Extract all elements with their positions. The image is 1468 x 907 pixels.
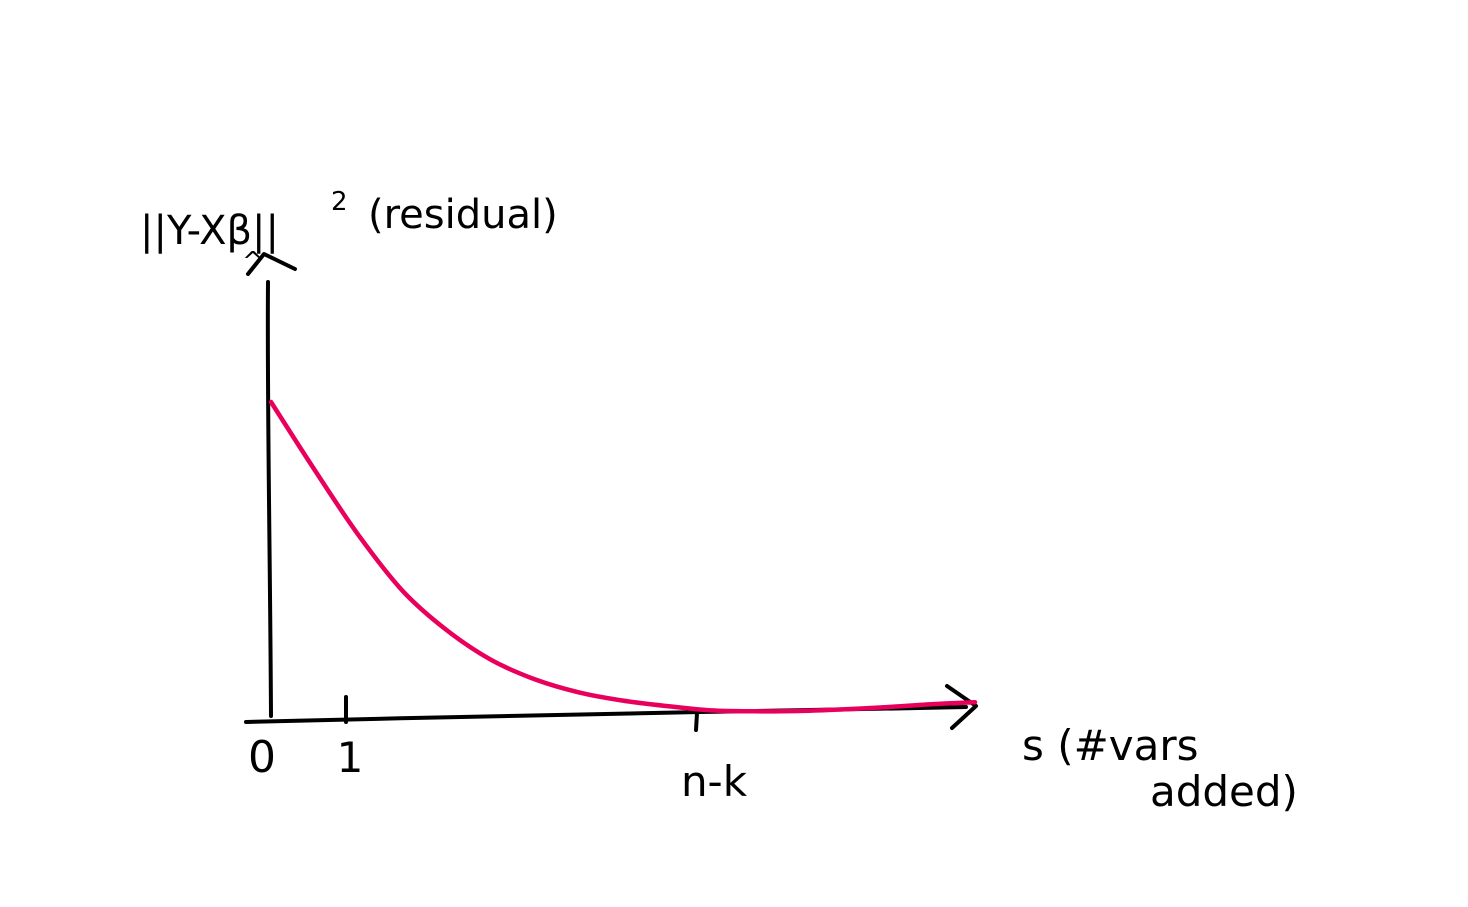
y-axis-label-exponent: 2 [331,187,348,217]
y-axis-label-note: (residual) [368,192,558,238]
tick-label-1: 1 [337,733,364,782]
x-axis-label-line-2: added) [1150,767,1298,816]
residual-curve [268,399,978,714]
y-axis-arrowhead [246,252,297,276]
y-axis [265,280,273,718]
x-axis-arrowhead [945,684,978,730]
y-axis-label-hat: ^ [242,247,264,277]
tick-mark-n-k [694,711,699,732]
tick-label-0: 0 [248,732,276,783]
x-axis-label-line-1: s (#vars [1022,721,1199,770]
y-axis-label-norm: ||Y-Xβ|| [140,208,279,254]
tick-label-n-k: n-k [681,757,748,806]
